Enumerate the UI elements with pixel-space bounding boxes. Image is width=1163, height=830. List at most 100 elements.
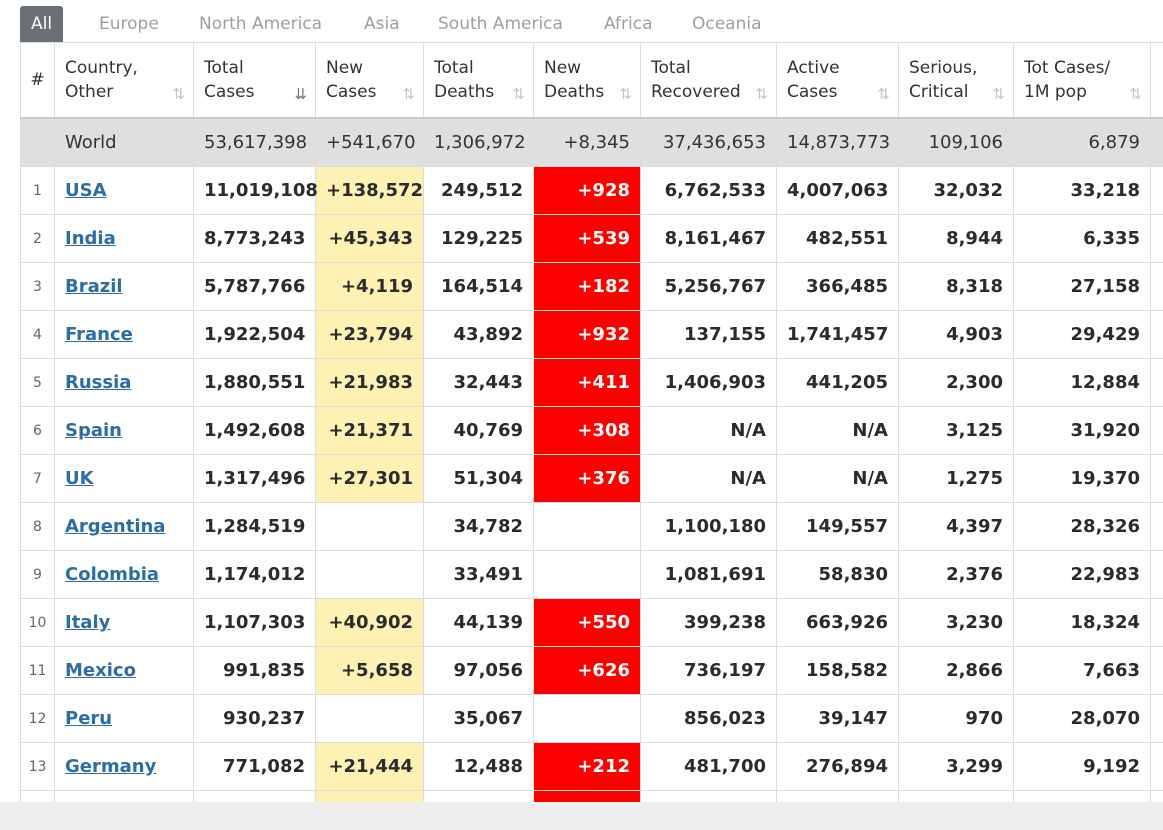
col-header-tot-per-m[interactable]: Tot Cases/ 1M pop ⇅ bbox=[1013, 42, 1151, 119]
extra-cell bbox=[1150, 406, 1163, 455]
tab-asia[interactable]: Asia bbox=[364, 14, 400, 34]
tot-per-m-cell: 12,884 bbox=[1013, 358, 1151, 407]
sort-icon[interactable]: ⇅ bbox=[402, 85, 415, 103]
new-deaths-cell: +376 bbox=[533, 454, 641, 503]
partial-cell bbox=[533, 790, 641, 802]
country-link[interactable]: France bbox=[65, 324, 133, 345]
sort-icon[interactable]: ⇅ bbox=[172, 85, 185, 103]
tab-africa[interactable]: Africa bbox=[604, 14, 653, 34]
rank-cell: 11 bbox=[20, 646, 55, 695]
tab-europe[interactable]: Europe bbox=[99, 14, 159, 34]
country-link[interactable]: Argentina bbox=[65, 516, 166, 537]
col-header-next[interactable] bbox=[1150, 42, 1163, 119]
col-header-country[interactable]: Country, Other ⇅ bbox=[54, 42, 194, 119]
tab-south-america[interactable]: South America bbox=[438, 14, 563, 34]
col-header-active-cases[interactable]: Active Cases ⇅ bbox=[776, 42, 899, 119]
partial-cell bbox=[20, 790, 55, 802]
serious-cell: 3,125 bbox=[898, 406, 1014, 455]
country-cell: France bbox=[54, 310, 194, 359]
country-link[interactable]: Mexico bbox=[65, 660, 136, 681]
tot-per-m-cell: 7,663 bbox=[1013, 646, 1151, 695]
active-cases-cell: 276,894 bbox=[776, 742, 899, 791]
col-header-new-cases[interactable]: New Cases ⇅ bbox=[315, 42, 424, 119]
extra-cell bbox=[1150, 502, 1163, 551]
col-header-rank[interactable]: # bbox=[20, 42, 55, 119]
country-cell: USA bbox=[54, 166, 194, 215]
new-cases-cell: +21,371 bbox=[315, 406, 424, 455]
tot-per-m-cell: 22,983 bbox=[1013, 550, 1151, 599]
table-row-partial bbox=[20, 790, 1163, 802]
total-recovered-cell: 736,197 bbox=[640, 646, 777, 695]
table-row: 3 Brazil 5,787,766 +4,119 164,514 +182 5,256,7… bbox=[20, 262, 1163, 311]
country-link[interactable]: Brazil bbox=[65, 276, 123, 297]
col-header-new-deaths-line2: Deaths bbox=[544, 82, 605, 102]
extra-cell bbox=[1150, 358, 1163, 407]
extra-cell bbox=[1150, 214, 1163, 263]
total-cases-cell: 1,107,303 bbox=[193, 598, 316, 647]
active-cases-cell: 482,551 bbox=[776, 214, 899, 263]
sort-icon[interactable]: ⇅ bbox=[512, 85, 525, 103]
col-header-total-deaths[interactable]: Total Deaths ⇅ bbox=[423, 42, 534, 119]
col-header-serious[interactable]: Serious, Critical ⇅ bbox=[898, 42, 1014, 119]
table-row: 11 Mexico 991,835 +5,658 97,056 +626 736,197 15… bbox=[20, 646, 1163, 695]
tab-oceania[interactable]: Oceania bbox=[692, 14, 762, 34]
total-cases-cell: 1,922,504 bbox=[193, 310, 316, 359]
active-cases-cell: 158,582 bbox=[776, 646, 899, 695]
new-cases-cell: +45,343 bbox=[315, 214, 424, 263]
extra-cell bbox=[1150, 646, 1163, 695]
table-row: 2 India 8,773,243 +45,343 129,225 +539 8,161,4… bbox=[20, 214, 1163, 263]
col-header-total-cases[interactable]: Total Cases ⇊ bbox=[193, 42, 316, 119]
active-cases-cell: 366,485 bbox=[776, 262, 899, 311]
sort-icon[interactable]: ⇅ bbox=[755, 85, 768, 103]
new-deaths-cell: +212 bbox=[533, 742, 641, 791]
active-cases-cell: 4,007,063 bbox=[776, 166, 899, 215]
country-link[interactable]: Colombia bbox=[65, 564, 160, 585]
serious-cell: 4,903 bbox=[898, 310, 1014, 359]
country-cell: Peru bbox=[54, 694, 194, 743]
col-header-total-recovered[interactable]: Total Recovered ⇅ bbox=[640, 42, 777, 119]
country-link[interactable]: Spain bbox=[65, 420, 122, 441]
new-cases-cell: +27,301 bbox=[315, 454, 424, 503]
col-header-new-deaths[interactable]: New Deaths ⇅ bbox=[533, 42, 641, 119]
country-link[interactable]: Peru bbox=[65, 708, 113, 729]
country-link[interactable]: USA bbox=[65, 180, 107, 201]
sort-desc-icon[interactable]: ⇊ bbox=[294, 85, 307, 103]
country-link[interactable]: Russia bbox=[65, 372, 132, 393]
active-cases-cell: 663,926 bbox=[776, 598, 899, 647]
tot-per-m-cell: 27,158 bbox=[1013, 262, 1151, 311]
table-row: 5 Russia 1,880,551 +21,983 32,443 +411 1,406,9… bbox=[20, 358, 1163, 407]
serious-cell: 3,299 bbox=[898, 742, 1014, 791]
total-deaths-cell: 164,514 bbox=[423, 262, 534, 311]
tab-north-america[interactable]: North America bbox=[199, 14, 323, 34]
sort-icon[interactable]: ⇅ bbox=[992, 85, 1005, 103]
country-cell: Brazil bbox=[54, 262, 194, 311]
col-header-total-deaths-line1: Total bbox=[434, 58, 474, 78]
country-link[interactable]: India bbox=[65, 228, 116, 249]
total-cases-cell: 11,019,108 bbox=[193, 166, 318, 215]
country-link[interactable]: Italy bbox=[65, 612, 111, 633]
total-deaths-cell: 44,139 bbox=[423, 598, 534, 647]
col-header-tot-per-m-line1: Tot Cases/ bbox=[1024, 58, 1111, 78]
serious-cell: 2,376 bbox=[898, 550, 1014, 599]
col-header-total-cases-line1: Total bbox=[204, 58, 244, 78]
col-header-active-cases-line1: Active bbox=[787, 58, 840, 78]
country-cell: UK bbox=[54, 454, 194, 503]
total-deaths-cell: 97,056 bbox=[423, 646, 534, 695]
total-recovered-cell: 1,081,691 bbox=[640, 550, 777, 599]
tot-per-m-cell: 6,335 bbox=[1013, 214, 1151, 263]
country-link[interactable]: Germany bbox=[65, 756, 157, 777]
rank-cell: 9 bbox=[20, 550, 55, 599]
tab-all[interactable]: All bbox=[20, 6, 64, 42]
new-deaths-cell: +550 bbox=[533, 598, 641, 647]
sort-icon[interactable]: ⇅ bbox=[1129, 85, 1142, 103]
tot-per-m-cell: 33,218 bbox=[1013, 166, 1151, 215]
partial-cell bbox=[1150, 790, 1163, 802]
sort-icon[interactable]: ⇅ bbox=[877, 85, 890, 103]
covid-table-container[interactable]: # Country, Other ⇅ Total Cases ⇊ New Cas… bbox=[20, 42, 1163, 802]
country-link[interactable]: UK bbox=[65, 468, 94, 489]
total-deaths-cell: 40,769 bbox=[423, 406, 534, 455]
extra-cell bbox=[1150, 262, 1163, 311]
sort-icon[interactable]: ⇅ bbox=[619, 85, 632, 103]
rank-cell: 4 bbox=[20, 310, 55, 359]
active-cases-cell: N/A bbox=[776, 406, 899, 455]
